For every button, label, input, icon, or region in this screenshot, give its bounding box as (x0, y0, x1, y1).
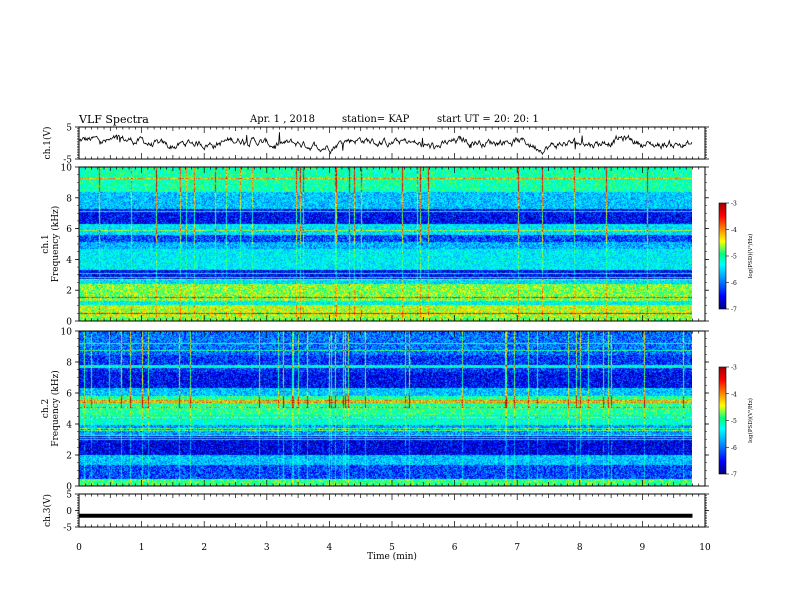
station-label: station= KAP (342, 114, 410, 125)
ch2-spectrogram-channel-label: ch.2 (41, 399, 51, 418)
ch1-ylabel: ch.1(V) (42, 127, 53, 160)
ch2-spectrogram-colorbar-tick-m4: -4 (731, 391, 737, 398)
start-time-label: start UT = 20: 20: 1 (437, 114, 539, 125)
ch2-spectrogram-ylabel: Frequency (kHz) (50, 370, 61, 447)
ch1-spectrogram-heatmap (79, 167, 692, 321)
x-tick-5: 5 (389, 543, 395, 553)
x-tick-10: 10 (699, 543, 711, 553)
ch2-spectrogram-colorbar-tick-m6: -6 (731, 445, 737, 452)
ch1-spectrogram-ytick-6: 6 (66, 225, 72, 235)
ch2-spectrogram-heatmap (79, 331, 692, 486)
ch2-spectrogram-colorbar-tick-m3: -3 (731, 365, 737, 372)
ch3-ylabel: ch.3(V) (42, 494, 53, 527)
ch1-waveform-line (78, 132, 693, 156)
ch1-spectrogram-colorbar-tick-m6: -6 (731, 280, 737, 287)
ch2-spectrogram-ytick-8: 8 (66, 359, 72, 369)
ch2-spectrogram-ytick-6: 6 (66, 390, 72, 400)
ch1-spectrogram-colorbar-tick-m7: -7 (731, 307, 737, 314)
ch3-waveform-ytick-m5: -5 (63, 524, 72, 534)
ch3-waveform-ytick-0: 0 (66, 507, 72, 517)
x-tick-2: 2 (201, 543, 207, 553)
ch1-spectrogram-colorbar-tick-m5: -5 (731, 254, 737, 261)
ch2-spectrogram-colorbar-label: log(PSD)(V²/Hz) (747, 398, 754, 443)
ch1-spectrogram-colorbar-label: log(PSD)(V²/Hz) (747, 234, 754, 279)
x-axis-label: Time (min) (367, 551, 417, 562)
ch1-waveform-ytick-5: 5 (66, 124, 72, 134)
x-tick-6: 6 (452, 543, 458, 553)
ch2-spectrogram-ytick-4: 4 (66, 421, 72, 431)
ch3-waveform-ytick-5: 5 (66, 491, 72, 501)
ch2-spectrogram-colorbar (718, 366, 727, 475)
x-tick-7: 7 (514, 543, 520, 553)
ch1-spectrogram-colorbar (718, 202, 727, 310)
ch1-spectrogram-channel-label: ch.1 (41, 234, 51, 253)
ch1-spectrogram-ylabel: Frequency (kHz) (50, 206, 61, 283)
ch2-spectrogram-ytick-2: 2 (66, 452, 72, 462)
ch1-spectrogram-ytick-4: 4 (66, 256, 72, 266)
ch1-waveform-ytick-m5: -5 (63, 156, 72, 166)
ch2-spectrogram-ytick-10: 10 (61, 328, 73, 338)
ch2-spectrogram-colorbar-tick-m7: -7 (731, 472, 737, 479)
ch1-spectrogram-colorbar-tick-m3: -3 (731, 201, 737, 208)
ch1-spectrogram-colorbar-tick-m4: -4 (731, 227, 737, 234)
ch1-spectrogram-ytick-10: 10 (61, 164, 73, 174)
x-tick-4: 4 (327, 543, 333, 553)
ch2-spectrogram-ytick-0: 0 (66, 483, 72, 493)
ch1-spectrogram-ytick-2: 2 (66, 287, 72, 297)
ch1-spectrogram-ytick-8: 8 (66, 194, 72, 204)
ch2-spectrogram-colorbar-tick-m5: -5 (731, 418, 737, 425)
x-tick-8: 8 (577, 543, 583, 553)
chart-title: VLF Spectra (79, 113, 149, 126)
date-label: Apr. 1 , 2018 (250, 114, 316, 125)
x-tick-9: 9 (640, 543, 646, 553)
x-tick-0: 0 (76, 543, 82, 553)
ch1-spectrogram-ytick-0: 0 (66, 318, 72, 328)
x-tick-1: 1 (139, 543, 145, 553)
x-tick-3: 3 (264, 543, 270, 553)
